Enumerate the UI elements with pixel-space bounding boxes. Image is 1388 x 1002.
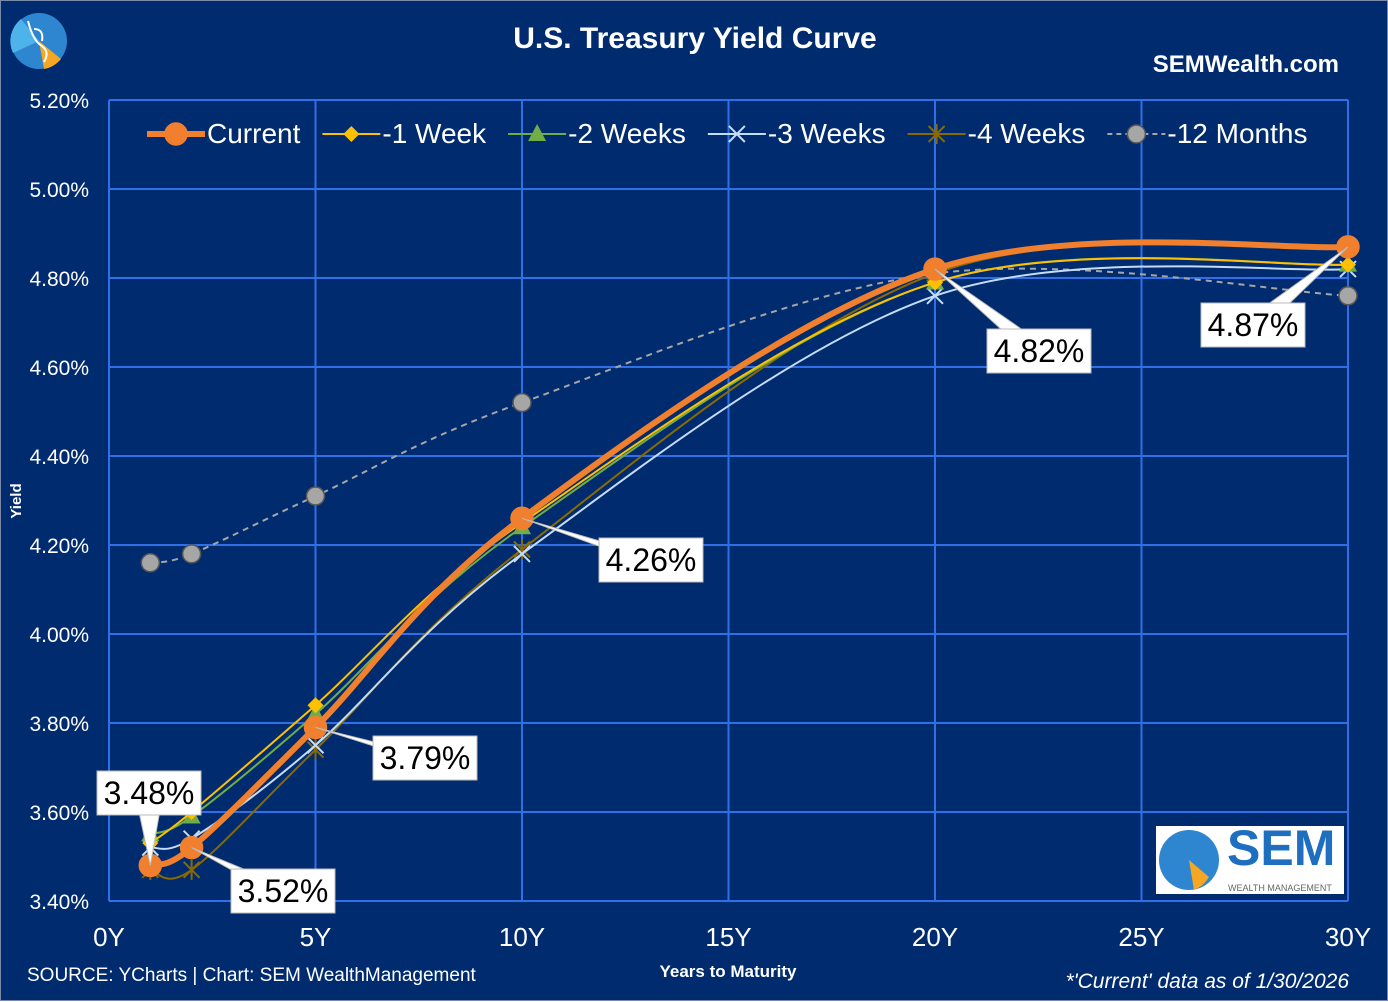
data-point [528,124,547,141]
legend-label: -12 Months [1167,118,1307,149]
data-point [307,697,324,714]
label-text: 3.79% [380,740,471,776]
label-box [96,770,202,816]
data-point [927,124,946,144]
footnote: *'Current' data as of 1/30/2026 [1065,970,1349,993]
y-tick-label: 4.60% [29,357,89,380]
x-axis-label: Years to Maturity [660,962,798,981]
data-point [140,553,161,573]
label-box [230,868,336,914]
x-tick-label: 10Y [499,922,545,952]
data-point [306,736,325,754]
label-box [1200,302,1306,348]
series-line [150,265,1349,850]
data-point [728,125,746,143]
legend-item: -1 Week [322,118,487,149]
x-tick-label: 20Y [912,922,958,952]
data-label: 3.52% [191,847,336,914]
data-point [306,739,325,760]
legend-item: Current [147,118,301,149]
series--1-week [142,256,1356,852]
label-text: 4.87% [1208,307,1299,343]
y-tick-label: 3.40% [29,891,89,914]
y-axis-label: Yield [8,483,25,518]
data-point [926,287,944,305]
logo-text: SEM [1227,820,1335,876]
legend-item: -12 Months [1107,118,1307,149]
legend-label: -3 Weeks [768,118,886,149]
data-label: 3.79% [315,726,478,781]
y-tick-label: 5.20% [29,90,89,113]
source-note: SOURCE: YCharts | Chart: SEM WealthManag… [27,965,477,986]
data-point [182,859,201,880]
sem-logo-box: SEM WEALTH MANAGEMENT [1156,820,1344,894]
label-text: 3.52% [238,873,329,909]
legend-item: -2 Weeks [508,118,686,149]
y-tick-label: 3.60% [29,802,89,825]
x-tick-label: 15Y [705,922,751,952]
label-text: 4.82% [994,333,1085,369]
x-tick-label: 0Y [93,922,125,952]
label-text: 3.48% [104,775,195,811]
data-label: 4.82% [934,268,1092,374]
label-text: 4.26% [606,542,697,578]
data-point [513,539,531,560]
legend-item: -3 Weeks [707,118,886,149]
data-label: 4.87% [1200,246,1349,348]
logo-subtext: WEALTH MANAGEMENT [1228,883,1332,893]
series-line [149,257,1349,844]
brand-url: SEMWealth.com [1153,51,1339,78]
legend-item: -4 Weeks [907,118,1086,149]
x-tick-label: 5Y [300,922,332,952]
chart-title: U.S. Treasury Yield Curve [513,22,877,55]
sem-logo-icon [10,13,67,69]
y-tick-label: 3.80% [29,713,89,736]
series-current [138,235,1360,878]
series-line [150,267,1349,564]
series-line [149,257,1349,836]
legend-label: -4 Weeks [968,118,1086,149]
data-point [1340,256,1356,273]
y-tick-label: 4.20% [29,535,89,558]
series--3-weeks [141,260,1357,857]
y-tick-label: 5.00% [29,179,89,202]
data-label: 4.26% [521,517,704,583]
legend-label: -1 Week [382,118,487,149]
data-point [305,486,326,506]
series--12-months [140,263,1358,573]
data-point [1126,124,1147,144]
x-tick-label: 25Y [1118,922,1164,952]
label-box [598,537,704,583]
data-point [343,126,360,142]
y-tick-label: 4.00% [29,624,89,647]
x-tick-label: 30Y [1325,922,1371,952]
data-label: 3.48% [96,770,202,866]
series-line [150,241,1349,880]
data-point [164,122,188,146]
data-point [1338,286,1358,306]
series--4-weeks [141,236,1357,880]
legend-label: -2 Weeks [568,118,686,149]
y-tick-label: 4.40% [29,446,89,469]
data-point [513,545,531,563]
data-point [512,392,532,413]
series-line [149,239,1349,869]
y-tick-label: 4.80% [29,268,89,291]
data-point [181,544,202,564]
label-box [372,735,478,781]
legend-label: Current [207,118,301,149]
series--2-weeks [141,254,1357,842]
label-box [986,328,1092,374]
